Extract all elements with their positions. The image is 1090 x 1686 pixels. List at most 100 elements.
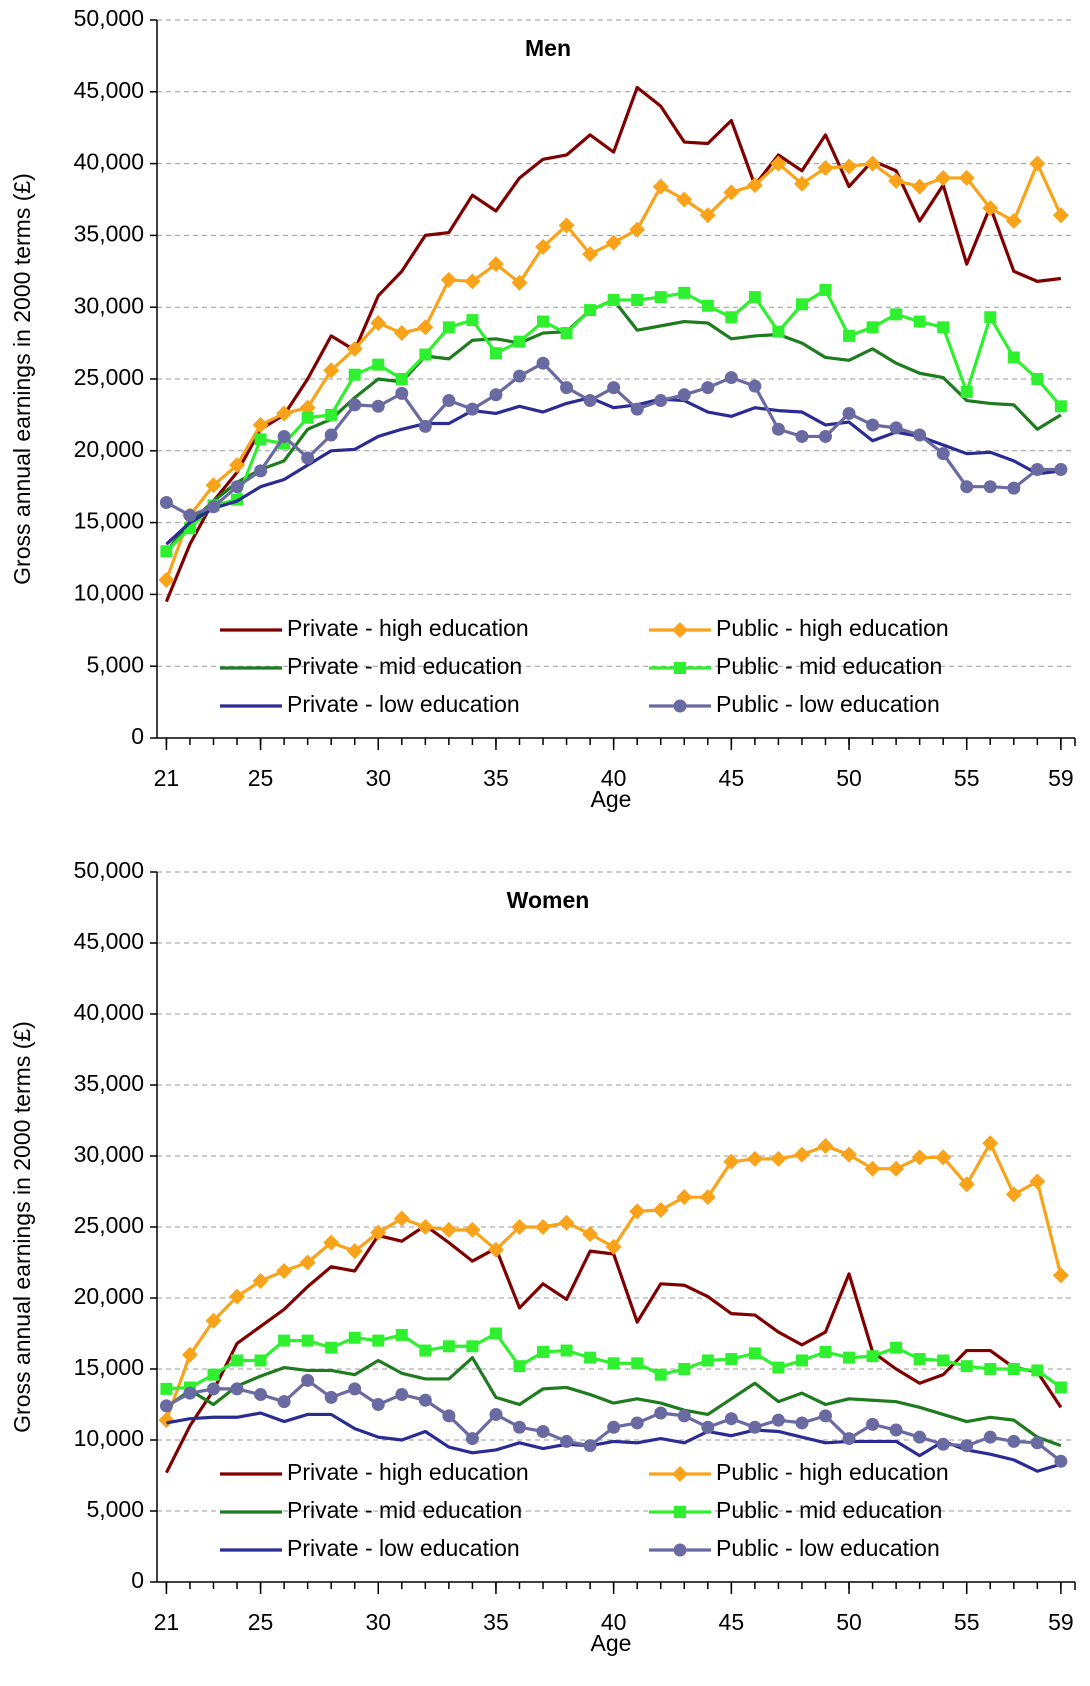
marker-square bbox=[1007, 351, 1020, 364]
marker-circle bbox=[842, 1432, 856, 1446]
x-tick-label: 45 bbox=[719, 765, 745, 791]
marker-circle bbox=[654, 394, 668, 408]
marker-diamond bbox=[229, 1288, 246, 1305]
marker-square bbox=[819, 283, 832, 296]
marker-circle bbox=[960, 480, 974, 494]
marker-square bbox=[348, 1331, 361, 1344]
marker-diamond bbox=[252, 416, 269, 433]
marker-circle bbox=[512, 369, 526, 383]
marker-circle bbox=[673, 699, 687, 713]
x-tick-label: 21 bbox=[154, 765, 180, 791]
y-tick-label: 0 bbox=[131, 1567, 144, 1593]
marker-diamond bbox=[393, 1210, 410, 1227]
y-axis-label: Gross annual earnings in 2000 terms (£) bbox=[9, 173, 35, 585]
marker-diamond bbox=[770, 155, 787, 172]
marker-circle bbox=[630, 402, 644, 416]
marker-square bbox=[513, 335, 526, 348]
marker-diamond bbox=[511, 274, 528, 291]
marker-circle bbox=[324, 1390, 338, 1404]
marker-diamond bbox=[817, 159, 834, 176]
marker-square bbox=[937, 1354, 950, 1367]
marker-circle bbox=[913, 428, 927, 442]
marker-square bbox=[160, 1382, 173, 1395]
marker-circle bbox=[960, 1439, 974, 1453]
marker-diamond bbox=[440, 1221, 457, 1238]
marker-diamond bbox=[864, 155, 881, 172]
marker-circle bbox=[442, 394, 456, 408]
x-axis-label: Age bbox=[591, 1630, 632, 1656]
marker-square bbox=[937, 321, 950, 334]
marker-square bbox=[843, 1351, 856, 1364]
marker-square bbox=[654, 1368, 667, 1381]
marker-square bbox=[584, 304, 597, 317]
marker-diamond bbox=[1005, 213, 1022, 230]
x-tick-label: 30 bbox=[365, 765, 391, 791]
marker-circle bbox=[1054, 1454, 1068, 1468]
marker-square bbox=[674, 662, 686, 674]
marker-square bbox=[372, 1334, 385, 1347]
marker-square bbox=[607, 294, 620, 307]
marker-circle bbox=[795, 1416, 809, 1430]
marker-circle bbox=[748, 379, 762, 393]
marker-square bbox=[513, 1360, 526, 1373]
marker-diamond bbox=[676, 191, 693, 208]
marker-circle bbox=[395, 386, 409, 400]
marker-diamond bbox=[511, 1219, 528, 1235]
series-line bbox=[165, 396, 1062, 546]
marker-diamond bbox=[958, 169, 975, 186]
marker-square bbox=[607, 1357, 620, 1370]
marker-circle bbox=[818, 429, 832, 443]
legend-label: Private - high education bbox=[287, 615, 529, 641]
marker-diamond bbox=[1029, 155, 1046, 172]
marker-square bbox=[325, 1341, 338, 1354]
marker-square bbox=[1054, 400, 1067, 413]
marker-diamond bbox=[911, 1149, 928, 1166]
y-tick-label: 50,000 bbox=[74, 857, 144, 883]
x-tick-label: 50 bbox=[836, 1609, 862, 1635]
marker-circle bbox=[277, 429, 291, 443]
marker-square bbox=[395, 373, 408, 385]
y-axis-label: Gross annual earnings in 2000 terms (£) bbox=[9, 1021, 35, 1433]
marker-square bbox=[254, 433, 267, 446]
marker-square bbox=[584, 1351, 597, 1364]
marker-circle bbox=[206, 1382, 220, 1396]
legend-label: Private - mid education bbox=[287, 653, 522, 679]
x-tick-label: 55 bbox=[954, 1609, 980, 1635]
marker-square bbox=[772, 1361, 785, 1374]
marker-diamond bbox=[746, 1150, 763, 1167]
marker-diamond bbox=[229, 457, 246, 474]
marker-circle bbox=[724, 1412, 738, 1426]
marker-square bbox=[231, 1354, 244, 1367]
marker-circle bbox=[1007, 1434, 1021, 1448]
marker-square bbox=[254, 1354, 267, 1367]
marker-circle bbox=[983, 480, 997, 494]
marker-diamond bbox=[911, 178, 928, 195]
marker-square bbox=[890, 308, 903, 321]
y-tick-label: 35,000 bbox=[74, 220, 144, 246]
marker-circle bbox=[677, 388, 691, 402]
marker-diamond bbox=[252, 1272, 269, 1289]
marker-square bbox=[1031, 1364, 1044, 1377]
marker-diamond bbox=[605, 1238, 622, 1255]
x-tick-label: 25 bbox=[248, 1609, 274, 1635]
marker-square bbox=[866, 1350, 879, 1363]
marker-diamond bbox=[629, 1203, 646, 1220]
marker-diamond bbox=[864, 1160, 881, 1177]
series-line bbox=[164, 162, 1063, 581]
marker-square bbox=[913, 315, 926, 328]
marker-diamond bbox=[205, 1312, 222, 1329]
marker-diamond bbox=[770, 1150, 787, 1167]
marker-circle bbox=[583, 1439, 597, 1453]
marker-square bbox=[654, 291, 667, 304]
marker-circle bbox=[277, 1395, 291, 1409]
marker-circle bbox=[673, 1543, 687, 1557]
marker-diamond bbox=[582, 1226, 599, 1243]
chart-title: Women bbox=[507, 887, 590, 913]
y-tick-label: 5,000 bbox=[86, 651, 144, 677]
marker-diamond bbox=[393, 325, 410, 342]
marker-circle bbox=[324, 428, 338, 442]
marker-diamond bbox=[1052, 207, 1069, 224]
marker-diamond bbox=[323, 362, 340, 379]
legend-label: Public - high education bbox=[716, 615, 949, 641]
